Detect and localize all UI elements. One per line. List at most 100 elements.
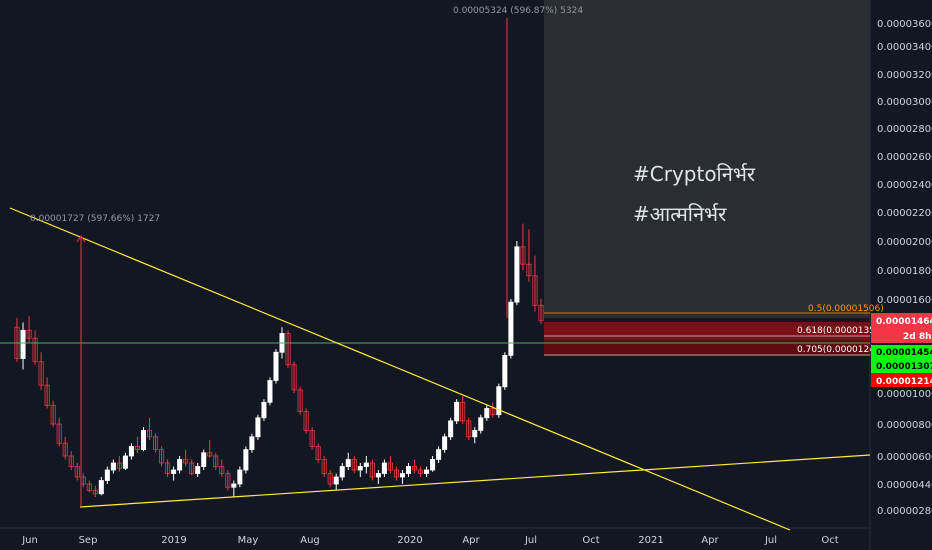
overlay-text-atma: #आत्मनिर्भर xyxy=(633,202,727,226)
candle-body xyxy=(315,445,321,460)
x-tick-label: Jul xyxy=(764,535,777,546)
candle-body xyxy=(460,401,466,422)
candle-body xyxy=(267,380,273,403)
candle-body xyxy=(38,361,44,386)
x-tick-label: Jun xyxy=(21,535,38,546)
candle-body xyxy=(165,462,171,474)
candle-body xyxy=(405,466,411,474)
candle-body xyxy=(183,459,189,464)
candle-body xyxy=(538,304,544,321)
y-tick-label: 0.00003600 xyxy=(877,19,932,30)
price-badge-green-1-bg xyxy=(871,345,932,359)
y-tick-label: 0.00000280 xyxy=(877,506,932,517)
candle-body xyxy=(153,436,159,450)
candle-body xyxy=(399,473,405,478)
candle-body xyxy=(508,301,514,356)
y-tick-label: 0.00002200 xyxy=(877,208,932,219)
upper-trendline xyxy=(9,207,791,531)
top-measure-label: 0.00005324 (596.87%) 5324 xyxy=(453,6,583,16)
candle-body xyxy=(357,466,363,471)
x-tick-label: 2019 xyxy=(161,535,186,546)
candle-body xyxy=(333,476,339,485)
projection-zone xyxy=(544,0,870,318)
candle-body xyxy=(303,411,309,431)
candle-body xyxy=(454,401,460,422)
candle-body xyxy=(207,452,213,457)
price-badge-red-text: 0.00001214 xyxy=(876,377,932,387)
candle-body xyxy=(375,473,381,478)
candle-body xyxy=(418,469,424,474)
candle-body xyxy=(213,455,219,467)
candle-body xyxy=(62,442,68,457)
price-badge-current-bg xyxy=(871,313,932,343)
price-badge-green-2-bg xyxy=(871,359,932,373)
fib-zone-upper xyxy=(544,322,870,340)
candle-body xyxy=(231,483,237,488)
lower-trendline xyxy=(79,454,871,508)
candle-body xyxy=(297,389,303,413)
candle-body xyxy=(484,408,490,419)
x-tick-label: Apr xyxy=(462,535,480,546)
candle-body xyxy=(327,473,333,485)
x-tick-label: Oct xyxy=(821,535,838,546)
fib-label-0-618: 0.618(0.00001354) xyxy=(797,326,884,336)
left-measure-label: 0.00001727 (597.66%) 1727 xyxy=(30,214,160,224)
candle-body xyxy=(261,401,267,419)
candle-body xyxy=(424,469,430,474)
candle-body xyxy=(128,445,134,457)
y-tick-label: 0.00000600 xyxy=(877,452,932,463)
candle-body xyxy=(526,263,532,277)
candle-body xyxy=(56,423,62,444)
candle-body xyxy=(122,455,128,469)
candle-body xyxy=(74,466,80,478)
price-axis[interactable]: 0.00003600 0.00003400 0.00003200 0.00003000… xyxy=(877,19,932,517)
candle-body xyxy=(466,420,472,438)
fib-label-0-705: 0.705(0.00001242) xyxy=(797,345,884,355)
price-badge-red-bg xyxy=(871,373,932,387)
candle-body xyxy=(237,469,243,485)
x-tick-label: 2021 xyxy=(638,535,663,546)
candle-body xyxy=(140,429,146,450)
x-tick-label: 2020 xyxy=(397,535,422,546)
candle-body xyxy=(255,417,261,438)
price-badge-green-2-text: 0.00001307 xyxy=(876,362,932,372)
candle-body xyxy=(339,466,345,478)
candle-body xyxy=(381,462,387,474)
candle-body xyxy=(520,246,526,265)
candle-body xyxy=(351,459,357,471)
price-badge-countdown: 2d 8h xyxy=(903,332,932,342)
time-axis[interactable]: Jun Sep 2019 May Aug 2020 Apr Jul Oct 2021 Apr Jul O… xyxy=(21,535,839,546)
candle-body xyxy=(98,480,104,495)
candle-body xyxy=(219,466,225,474)
candle-body xyxy=(478,417,484,431)
price-badge-red: 0.00001214 xyxy=(871,373,932,387)
candle-body xyxy=(393,469,399,478)
candle-body xyxy=(436,449,442,460)
candle-body xyxy=(86,483,92,491)
fib-zone-lower xyxy=(544,340,870,356)
y-tick-label: 0.00003200 xyxy=(877,70,932,81)
x-tick-label: Apr xyxy=(701,535,719,546)
candle-body xyxy=(490,408,496,416)
x-tick-label: Oct xyxy=(582,535,599,546)
fib-label-0-5: 0.5(0.00001506) xyxy=(808,304,884,314)
y-tick-label: 0.00003400 xyxy=(877,42,932,53)
candle-body xyxy=(502,354,508,388)
y-tick-label: 0.00000800 xyxy=(877,420,932,431)
candle-body xyxy=(20,329,26,359)
candle-body xyxy=(32,337,38,363)
candle-body xyxy=(321,459,327,474)
left-measure-arrow xyxy=(76,235,86,243)
candle-body xyxy=(532,275,538,306)
candle-body xyxy=(104,469,110,481)
candle-body xyxy=(285,333,291,366)
overlay-text-crypto: #Cryptoनिर्भर xyxy=(633,162,756,186)
price-badge-green-1-text: 0.00001454 xyxy=(876,348,932,358)
price-badge-green-1: 0.00001454 xyxy=(871,345,932,359)
candle-body xyxy=(201,452,207,467)
candle-body xyxy=(177,459,183,471)
candle-body xyxy=(225,473,231,488)
price-badge-green-2: 0.00001307 xyxy=(871,359,932,373)
